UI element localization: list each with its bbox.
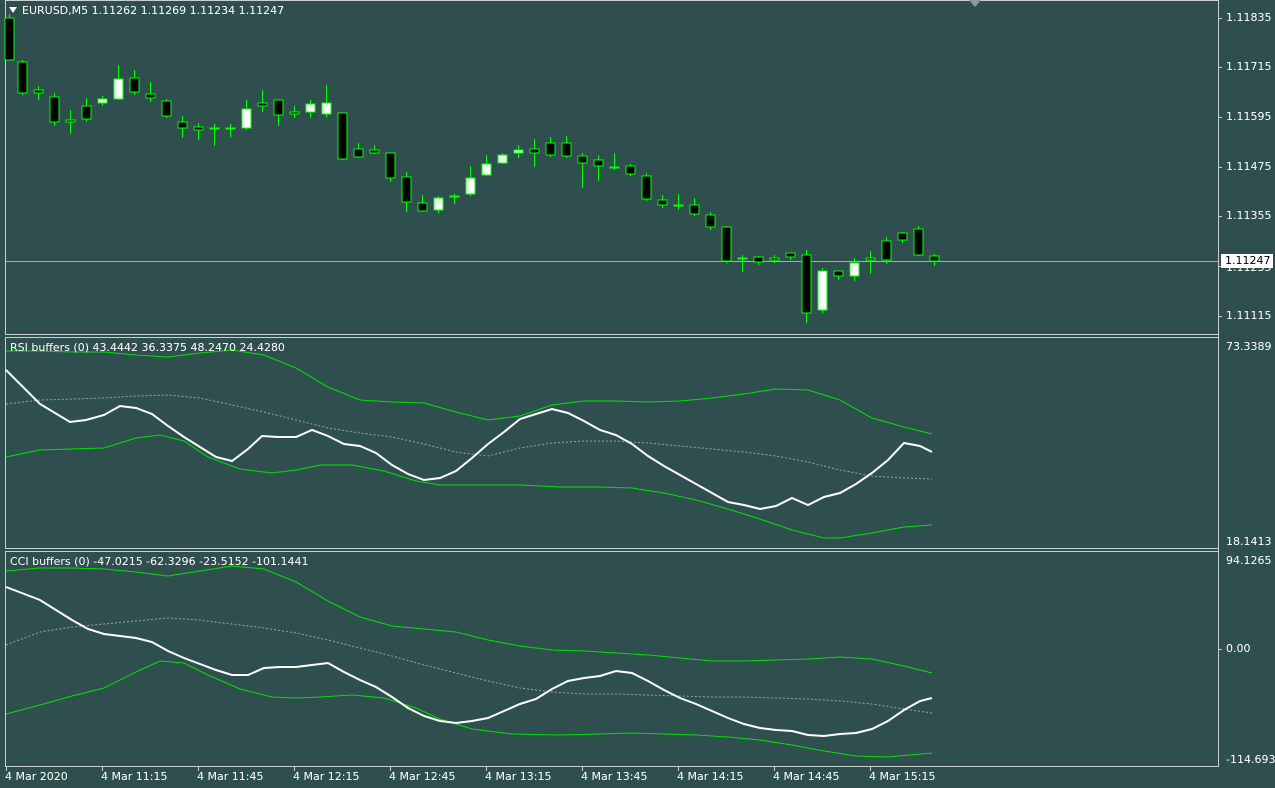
time-axis-label: 4 Mar 12:15 xyxy=(293,770,360,783)
price-axis-label: 1.11835 xyxy=(1226,11,1272,24)
bear-candle xyxy=(33,89,44,94)
bear-candle xyxy=(209,127,220,130)
bear-candle xyxy=(193,126,204,131)
bear-candle xyxy=(65,119,76,123)
bull-candle xyxy=(305,103,316,113)
symbol-header: EURUSD,M5 1.11262 1.11269 1.11234 1.1124… xyxy=(22,4,285,17)
bear-candle xyxy=(577,155,588,164)
cci-upper-band xyxy=(5,565,933,674)
bear-candle xyxy=(257,102,268,107)
price-axis-label: 1.11715 xyxy=(1226,60,1272,73)
bear-candle xyxy=(913,228,924,256)
bear-candle xyxy=(769,257,780,261)
time-axis-label: 4 Mar 12:45 xyxy=(389,770,456,783)
rsi-main-line xyxy=(5,369,933,511)
bull-candle xyxy=(113,78,124,100)
bear-candle xyxy=(865,257,876,261)
bull-candle xyxy=(321,102,332,115)
cci-lower-band xyxy=(5,660,933,758)
bear-candle xyxy=(385,152,396,179)
bull-candle xyxy=(241,108,252,129)
time-axis-label: 4 Mar 2020 xyxy=(5,770,68,783)
cci-scale-max: 94.1265 xyxy=(1226,554,1272,567)
bear-candle xyxy=(561,142,572,157)
bull-candle xyxy=(465,177,476,195)
bear-candle xyxy=(673,204,684,207)
candlestick-series xyxy=(4,14,940,323)
time-axis-label: 4 Mar 11:15 xyxy=(101,770,168,783)
bear-candle xyxy=(689,204,700,215)
bear-candle xyxy=(625,165,636,175)
bear-candle xyxy=(801,254,812,314)
bear-candle xyxy=(609,166,620,169)
time-axis-label: 4 Mar 14:15 xyxy=(677,770,744,783)
bear-candle xyxy=(721,226,732,262)
bear-candle xyxy=(897,232,908,241)
price-axis-label: 1.11355 xyxy=(1226,209,1272,222)
cci-pane-title: CCI buffers (0) -47.0215 -62.3296 -23.51… xyxy=(10,555,309,568)
price-axis-label: 1.11115 xyxy=(1226,309,1272,322)
bear-candle xyxy=(657,199,668,206)
bear-candle xyxy=(81,105,92,120)
time-axis-label: 4 Mar 15:15 xyxy=(869,770,936,783)
rsi-scale-min: 18.1413 xyxy=(1226,535,1272,548)
bear-candle xyxy=(4,17,15,61)
bull-candle xyxy=(513,149,524,154)
chart-menu-arrow-icon[interactable] xyxy=(9,7,17,13)
bear-candle xyxy=(401,176,412,203)
time-axis-ticks xyxy=(6,767,871,771)
bear-candle xyxy=(273,99,284,116)
bear-candle xyxy=(225,127,236,130)
rsi-scale-max: 73.3389 xyxy=(1226,340,1272,353)
bear-candle xyxy=(833,270,844,277)
bull-candle xyxy=(97,98,108,104)
cci-scale-min: -114.6933 xyxy=(1226,753,1275,766)
bear-candle xyxy=(177,121,188,129)
rsi-lower-band xyxy=(5,434,933,539)
time-axis-label: 4 Mar 13:15 xyxy=(485,770,552,783)
bear-candle xyxy=(737,257,748,260)
time-axis-label: 4 Mar 11:45 xyxy=(197,770,264,783)
bear-candle xyxy=(545,142,556,156)
time-axis-label: 4 Mar 14:45 xyxy=(773,770,840,783)
bear-candle xyxy=(641,175,652,200)
bear-candle xyxy=(705,214,716,228)
bear-candle xyxy=(929,255,940,262)
bull-candle xyxy=(817,270,828,311)
bear-candle xyxy=(785,252,796,258)
price-axis-ticks xyxy=(1218,18,1222,650)
cci-signal-line xyxy=(5,617,933,714)
cci-main-line xyxy=(5,586,933,738)
bear-candle xyxy=(17,61,28,94)
rsi-upper-band xyxy=(6,349,933,435)
current-price-tag: 1.11247 xyxy=(1221,254,1273,268)
bull-candle xyxy=(481,163,492,176)
chart-shift-marker-icon[interactable] xyxy=(969,0,981,7)
rsi-signal-line xyxy=(5,394,933,480)
bull-candle xyxy=(497,154,508,164)
cci-scale-zero: 0.00 xyxy=(1226,642,1251,655)
bear-candle xyxy=(753,256,764,263)
bear-candle xyxy=(369,149,380,154)
price-axis-label: 1.11595 xyxy=(1226,110,1272,123)
bull-candle xyxy=(433,197,444,211)
bull-candle xyxy=(849,262,860,277)
bear-candle xyxy=(417,202,428,212)
bear-candle xyxy=(49,96,60,123)
time-axis-label: 4 Mar 13:45 xyxy=(581,770,648,783)
bear-candle xyxy=(145,93,156,99)
bear-candle xyxy=(129,77,140,93)
bear-candle xyxy=(449,195,460,198)
bear-candle xyxy=(881,240,892,261)
bear-candle xyxy=(593,159,604,167)
price-axis-label: 1.11475 xyxy=(1226,160,1272,173)
bear-candle xyxy=(353,148,364,158)
bear-candle xyxy=(337,112,348,160)
bear-candle xyxy=(289,111,300,115)
rsi-pane-title: RSI buffers (0) 43.4442 36.3375 48.2470 … xyxy=(10,341,285,354)
bear-candle xyxy=(161,100,172,117)
bear-candle xyxy=(529,148,540,154)
